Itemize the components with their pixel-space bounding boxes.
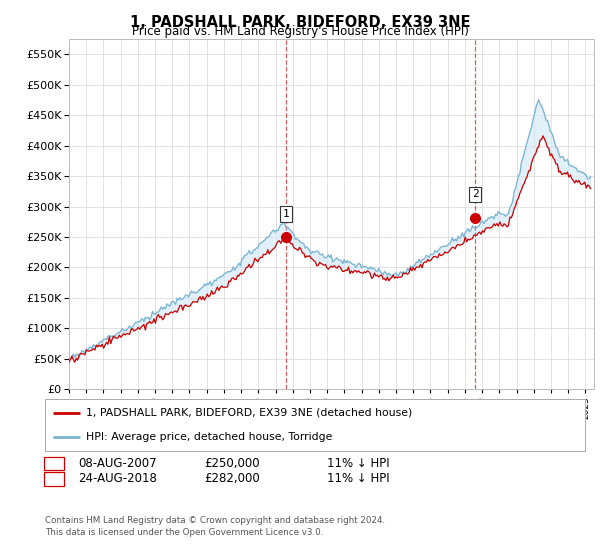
Text: 1, PADSHALL PARK, BIDEFORD, EX39 3NE (detached house): 1, PADSHALL PARK, BIDEFORD, EX39 3NE (de… [86, 408, 412, 418]
Text: 24-AUG-2018: 24-AUG-2018 [78, 472, 157, 486]
Text: Price paid vs. HM Land Registry's House Price Index (HPI): Price paid vs. HM Land Registry's House … [131, 25, 469, 38]
Text: HPI: Average price, detached house, Torridge: HPI: Average price, detached house, Torr… [86, 432, 332, 442]
Text: 1: 1 [283, 209, 289, 219]
Text: 2: 2 [50, 472, 58, 486]
Text: 08-AUG-2007: 08-AUG-2007 [78, 457, 157, 470]
Text: 11% ↓ HPI: 11% ↓ HPI [327, 472, 389, 486]
Text: 1, PADSHALL PARK, BIDEFORD, EX39 3NE: 1, PADSHALL PARK, BIDEFORD, EX39 3NE [130, 15, 470, 30]
Text: £250,000: £250,000 [204, 457, 260, 470]
Text: Contains HM Land Registry data © Crown copyright and database right 2024.
This d: Contains HM Land Registry data © Crown c… [45, 516, 385, 537]
Text: 11% ↓ HPI: 11% ↓ HPI [327, 457, 389, 470]
Text: 1: 1 [50, 457, 58, 470]
Text: 2: 2 [472, 189, 479, 199]
Text: £282,000: £282,000 [204, 472, 260, 486]
